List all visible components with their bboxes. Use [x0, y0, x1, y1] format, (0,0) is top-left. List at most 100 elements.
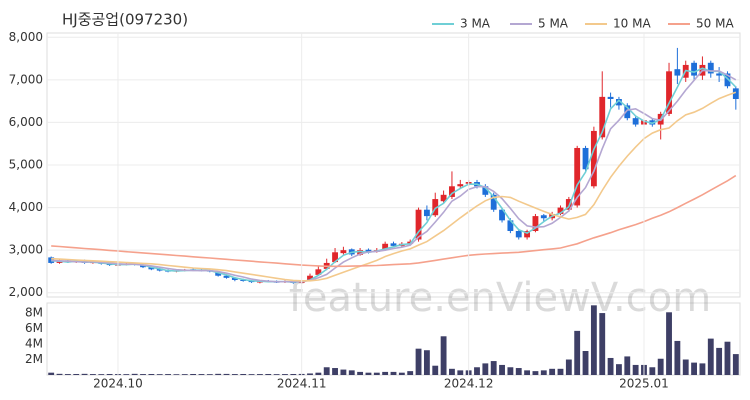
volume-bar [215, 373, 222, 375]
y-tick-label: 4,000 [9, 200, 43, 214]
candle-body [365, 249, 372, 253]
volume-bar [56, 373, 63, 375]
volume-bar [98, 374, 105, 375]
volume-bar [64, 374, 71, 375]
volume-bar [432, 365, 439, 375]
volume-bar [332, 368, 338, 375]
y-tick-label: 4M [25, 337, 43, 351]
legend-label: 5 MA [538, 17, 569, 31]
volume-bar [89, 374, 96, 375]
volume-bar [515, 368, 522, 375]
volume-bar [231, 374, 238, 375]
volume-bar [557, 368, 564, 375]
candle-body [724, 73, 731, 87]
ma-line [51, 67, 737, 283]
candle-body [616, 99, 622, 106]
volume-bar [474, 367, 480, 375]
volume-bar [123, 374, 130, 375]
volume-bar [582, 351, 589, 375]
y-tick-label: 6M [25, 321, 43, 335]
volume-bar [574, 330, 581, 375]
candle-body [574, 147, 581, 206]
volume-bar [223, 373, 230, 375]
volume-bar [674, 340, 681, 375]
y-tick-label: 8,000 [9, 30, 43, 44]
volume-bar [190, 373, 197, 375]
volume-bar [48, 372, 55, 375]
candle-body [557, 207, 564, 214]
volume-bar [365, 372, 372, 375]
candle-body [607, 96, 614, 99]
volume-bar [407, 371, 414, 375]
volume-bar [732, 354, 739, 375]
chart-title: HJ중공업(097230) [62, 11, 188, 29]
ma-line [51, 69, 737, 283]
volume-bar [340, 369, 347, 375]
volume-bar [590, 305, 597, 375]
volume-bar [148, 373, 155, 375]
x-tick-label: 2025.01 [619, 377, 669, 391]
volume-bar [348, 370, 355, 375]
volume-bar [315, 372, 322, 375]
legend-label: 50 MA [696, 17, 734, 31]
volume-bar [382, 371, 389, 375]
volume-bar [357, 371, 364, 375]
x-tick-label: 2024.12 [444, 377, 494, 391]
volume-bar [282, 374, 288, 375]
volume-bar [206, 374, 213, 375]
volume-bar [198, 374, 205, 375]
candle-body [223, 275, 230, 278]
candle-body [48, 257, 55, 263]
volume-bar [666, 312, 672, 375]
candle-body [307, 275, 313, 281]
volume-bar [499, 364, 505, 375]
y-tick-label: 5,000 [9, 158, 43, 172]
y-tick-label: 3,000 [9, 243, 43, 257]
candle-body [732, 88, 739, 99]
volume-bar [540, 370, 547, 375]
legend-label: 10 MA [613, 17, 651, 31]
volume-bar [165, 374, 171, 375]
volume-bar [599, 313, 606, 375]
volume-bar [716, 347, 723, 375]
candle-body [449, 186, 455, 197]
volume-bar [549, 368, 556, 375]
candle-body [666, 71, 672, 114]
volume-bar [457, 370, 464, 375]
volume-bar [415, 348, 422, 375]
volume-bar [482, 363, 489, 375]
ma-line [51, 174, 737, 268]
candle-body [457, 184, 464, 187]
candle-body [565, 199, 572, 210]
candle-body [624, 105, 631, 119]
volume-bar [724, 341, 731, 375]
candle-body [382, 243, 389, 251]
candle-body [332, 252, 338, 263]
volume-bar [140, 374, 146, 375]
volume-bar [440, 336, 447, 375]
volume-bar [256, 374, 263, 375]
candle-body [691, 62, 698, 76]
candle-body [423, 209, 430, 217]
volume-bar [524, 370, 531, 375]
volume-bar [248, 374, 255, 375]
volume-bar [373, 372, 380, 375]
x-tick-label: 2024.10 [93, 377, 143, 391]
volume-bar [323, 367, 330, 375]
candle-body [390, 243, 397, 246]
volume-bar [507, 367, 514, 375]
volume-bar [624, 356, 631, 375]
candle-body [440, 194, 447, 202]
candle-body [140, 265, 146, 268]
volume-bar [649, 367, 656, 375]
volume-bar [156, 374, 163, 375]
volume-bar [657, 358, 664, 375]
volume-bar [707, 338, 714, 375]
candle-body [582, 147, 589, 170]
candle-body [482, 186, 489, 195]
volume-bar [265, 373, 272, 375]
x-tick-label: 2024.11 [277, 377, 327, 391]
volume-bar [632, 364, 639, 375]
volume-bar [273, 374, 280, 375]
candle-body [215, 271, 222, 276]
